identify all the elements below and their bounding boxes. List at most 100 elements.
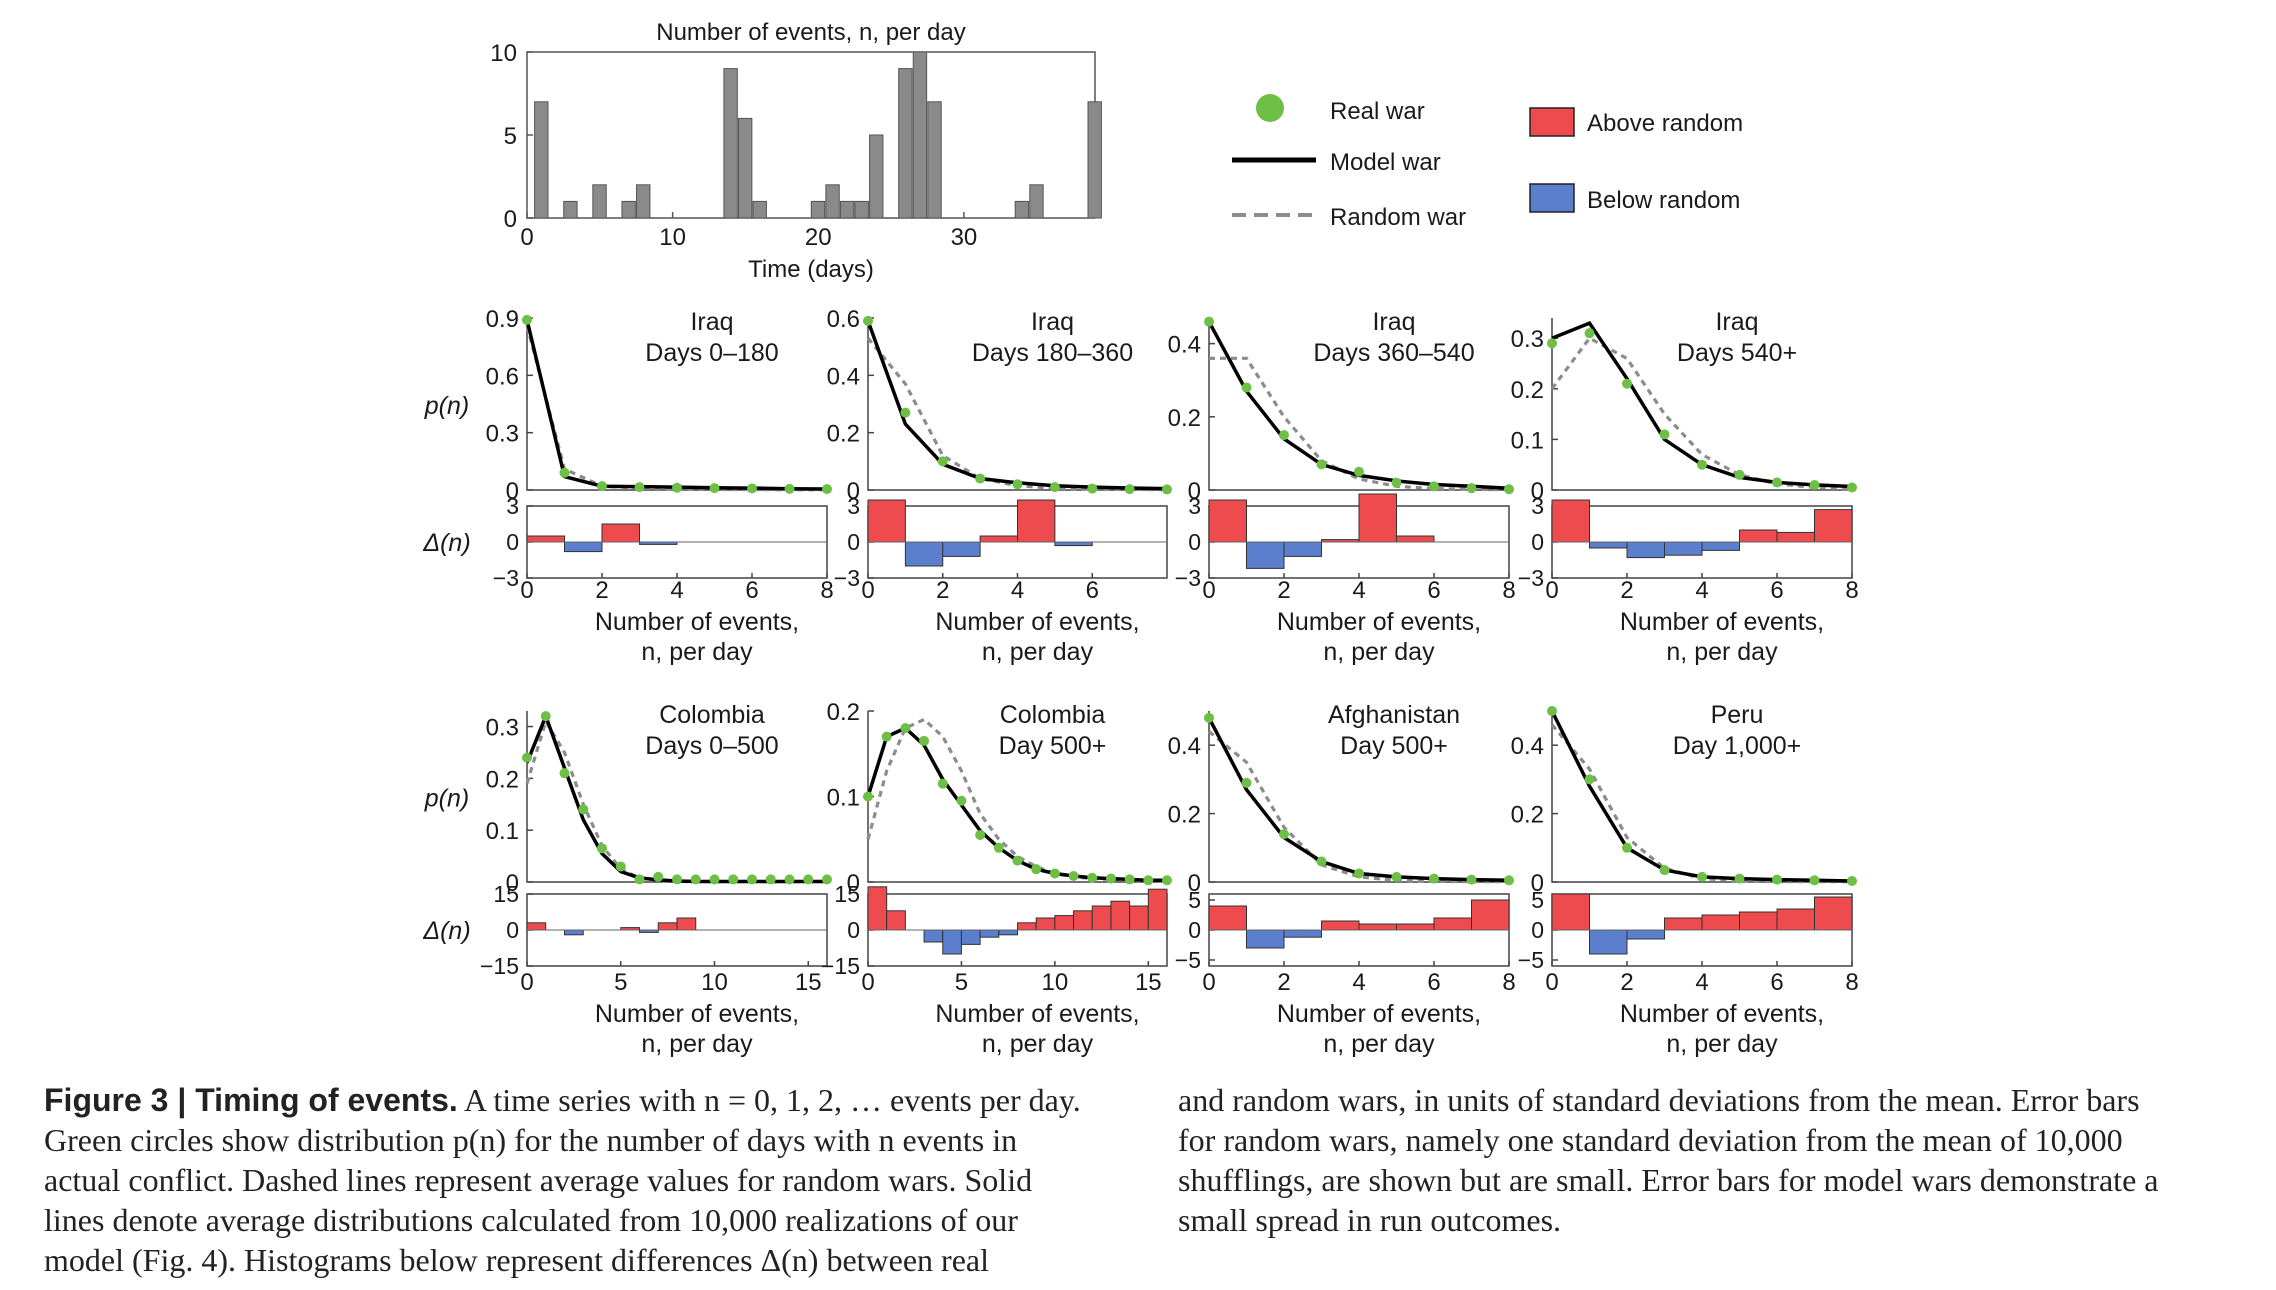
panel-ytick-label: 0.9 xyxy=(486,306,519,333)
panel-xtick-label: 2 xyxy=(936,577,949,604)
delta-bar-above xyxy=(1664,917,1703,931)
hist-bar xyxy=(563,200,578,219)
delta-bar-above xyxy=(1739,911,1778,931)
panel-xlabel-line1: Number of events, xyxy=(935,1000,1139,1028)
panel-xtick-label: 2 xyxy=(1277,577,1290,604)
delta-bar-below xyxy=(979,929,1000,938)
delta-ytick-label: 3 xyxy=(506,493,519,519)
panel-ytick-label: 0 xyxy=(847,870,860,897)
delta-bar-below xyxy=(904,541,944,567)
real-war-point xyxy=(1279,430,1289,441)
real-war-point xyxy=(784,874,795,885)
delta-bar-above xyxy=(1358,923,1397,931)
hist-bar xyxy=(927,101,942,219)
delta-bar-above xyxy=(886,910,906,931)
panel-ylabel: p(n) xyxy=(424,392,469,420)
panel-ytick-label: 0.4 xyxy=(1511,733,1544,760)
panel-ylabel: p(n) xyxy=(424,785,469,813)
panel-ytick-label: 0 xyxy=(506,870,519,897)
panel-xtick-label: 8 xyxy=(1845,969,1858,996)
delta-bar-below xyxy=(1283,541,1322,557)
panel-subtitle: Days 0–180 xyxy=(645,339,778,367)
real-war-point xyxy=(1012,855,1023,866)
real-war-point xyxy=(1772,477,1782,488)
panel-xtick-label: 2 xyxy=(595,577,608,604)
delta-ylabel: Δ(n) xyxy=(422,917,470,945)
real-war-point xyxy=(1504,875,1514,886)
caption-right: and random wars, in units of standard de… xyxy=(1178,1080,2258,1240)
real-war-point xyxy=(672,482,682,493)
legend-random-label: Random war xyxy=(1330,204,1466,231)
delta-ytick-label: 3 xyxy=(1531,493,1544,519)
panel-ytick-label: 0.1 xyxy=(827,785,860,812)
real-war-point xyxy=(937,456,948,467)
delta-bar-below xyxy=(942,541,981,557)
panel-xtick-label: 0 xyxy=(1545,577,1558,604)
panel-ytick-label: 0.2 xyxy=(1511,377,1544,404)
real-war-point xyxy=(1279,829,1289,840)
real-war-point xyxy=(1354,466,1364,477)
delta-bar-above xyxy=(979,535,1018,543)
caption-line-6: and random wars, in units of standard de… xyxy=(1178,1082,2140,1118)
random-war-line xyxy=(1550,336,1853,491)
delta-bar-above xyxy=(526,535,565,543)
panel-ytick-label: 0.4 xyxy=(1168,733,1201,760)
delta-bar-above xyxy=(601,523,640,543)
panel-xlabel-line2: n, per day xyxy=(1323,1030,1435,1058)
real-war-point xyxy=(1204,712,1214,723)
real-war-point xyxy=(690,874,701,885)
panel-ytick-label: 0.4 xyxy=(827,363,860,390)
panel-xlabel-line2: n, per day xyxy=(982,638,1094,666)
real-war-point xyxy=(784,483,795,494)
real-war-point xyxy=(1659,865,1670,876)
hist-bar xyxy=(912,51,928,219)
panel-xtick-label: 5 xyxy=(614,969,627,996)
real-war-point xyxy=(634,874,645,885)
real-war-point xyxy=(728,874,739,885)
real-war-point xyxy=(672,874,682,885)
legend-below-swatch xyxy=(1529,183,1575,213)
panel-xtick-label: 4 xyxy=(1695,969,1708,996)
legend-above-label: Above random xyxy=(1587,110,1743,137)
caption-line-9: small spread in run outcomes. xyxy=(1178,1202,1562,1238)
delta-ytick-label: −5 xyxy=(1518,947,1544,973)
real-war-point xyxy=(1124,874,1135,885)
panel-xtick-label: 0 xyxy=(861,969,874,996)
panel-xlabel-line1: Number of events, xyxy=(1277,1000,1481,1028)
caption-line-3: actual conflict. Dashed lines represent … xyxy=(44,1162,1033,1198)
real-war-point xyxy=(653,871,664,882)
real-war-point xyxy=(975,829,986,840)
caption-line-1: Figure 3 | Timing of events. A time seri… xyxy=(44,1080,1134,1120)
panel-xtick-label: 2 xyxy=(1620,577,1633,604)
panel-xtick-label: 8 xyxy=(820,577,833,604)
panel-xtick-label: 8 xyxy=(1502,577,1515,604)
caption-left: Figure 3 | Timing of events. A time seri… xyxy=(44,1080,1134,1280)
real-war-point xyxy=(1547,706,1557,716)
panel-xtick-label: 0 xyxy=(520,577,533,604)
real-war-point xyxy=(559,467,570,478)
real-war-point xyxy=(1584,328,1595,339)
real-war-point xyxy=(1584,774,1595,785)
panel-xtick-label: 5 xyxy=(955,969,968,996)
panel-ytick-label: 0 xyxy=(847,478,860,505)
delta-bar-below xyxy=(1664,541,1703,556)
panel-subtitle: Days 0–500 xyxy=(645,732,778,760)
real-war-point xyxy=(1697,871,1707,882)
real-war-point xyxy=(1429,481,1439,492)
real-war-point xyxy=(747,874,757,885)
delta-bar-above xyxy=(1814,896,1853,931)
real-war-point xyxy=(1241,777,1252,788)
real-war-point xyxy=(578,804,589,815)
panel-xlabel-line2: n, per day xyxy=(641,1030,753,1058)
real-war-point xyxy=(597,843,607,854)
panel-ytick-label: 0.3 xyxy=(486,715,519,742)
hist-bar xyxy=(869,134,884,219)
delta-bar-above xyxy=(1814,509,1853,543)
caption-line-8: shufflings, are shown but are small. Err… xyxy=(1178,1162,2159,1198)
delta-bar-below xyxy=(1626,929,1665,940)
real-war-point xyxy=(1241,382,1252,393)
real-war-point xyxy=(1622,842,1632,853)
delta-bar-above xyxy=(1396,535,1435,543)
real-war-point xyxy=(822,874,832,885)
delta-bar-above xyxy=(867,499,906,543)
